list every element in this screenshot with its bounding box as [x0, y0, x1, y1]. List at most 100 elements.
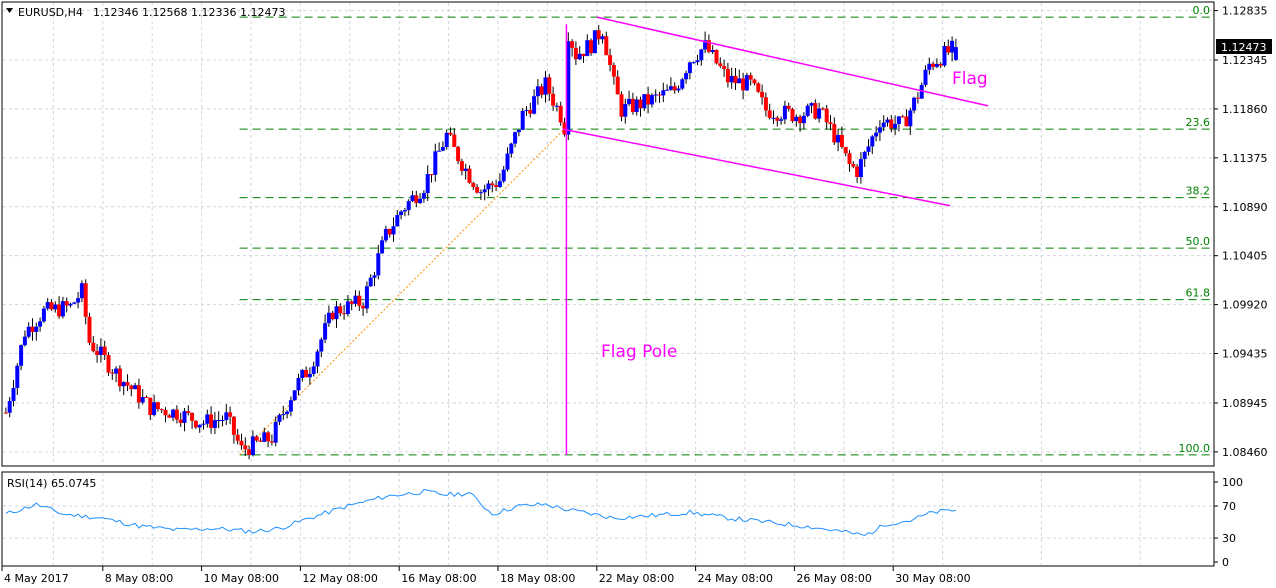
candle-body	[277, 414, 282, 422]
fib-level-label: 61.8	[1186, 287, 1211, 300]
candle-body	[235, 434, 240, 441]
candle-body	[676, 88, 681, 91]
candle-body	[680, 79, 685, 89]
candle-body	[26, 326, 31, 337]
price-tick-label: 1.12835	[1222, 5, 1268, 18]
candle-body	[292, 390, 297, 401]
rsi-tick-label: 70	[1222, 500, 1236, 513]
candle-body	[927, 63, 932, 70]
candle-body	[448, 132, 453, 135]
candle-body	[273, 421, 278, 443]
candle-body	[440, 147, 445, 151]
time-tick-label: 18 May 08:00	[500, 572, 575, 585]
candle-body	[34, 326, 39, 332]
candle-body	[437, 150, 442, 152]
candle-body	[615, 76, 620, 95]
candle-body	[121, 382, 126, 387]
candle-body	[520, 110, 525, 130]
candle-body	[805, 105, 810, 116]
price-tick-label: 1.08945	[1222, 397, 1268, 410]
candle-body	[433, 151, 438, 175]
candle-body	[456, 146, 461, 162]
candle-body	[562, 122, 567, 135]
candle-body	[885, 119, 890, 123]
time-tick-label: 26 May 08:00	[796, 572, 871, 585]
candle-body	[11, 387, 16, 402]
current-price-label: 1.12473	[1221, 41, 1267, 54]
candle-body	[638, 99, 643, 109]
price-tick-label: 1.10890	[1222, 201, 1268, 214]
candle-body	[684, 73, 689, 80]
candle-body	[387, 228, 392, 235]
candle-body	[224, 412, 229, 421]
candle-body	[668, 86, 673, 90]
candle-body	[619, 94, 624, 117]
rsi-pane[interactable]	[1, 471, 1215, 567]
candle-body	[623, 103, 628, 117]
candle-body	[209, 414, 214, 428]
candle-body	[190, 412, 195, 421]
candle-body	[706, 40, 711, 52]
dropdown-triangle-icon[interactable]	[6, 8, 13, 13]
candle-body	[372, 275, 377, 278]
candle-body	[710, 50, 715, 52]
candle-body	[877, 127, 882, 133]
flag-pole-annotation: Flag Pole	[601, 342, 677, 362]
candle-body	[596, 30, 601, 40]
candle-body	[349, 301, 354, 304]
candle-body	[832, 124, 837, 143]
candle-body	[779, 119, 784, 121]
fibonacci-swing-line	[239, 126, 567, 456]
candle-body	[699, 49, 704, 61]
candle-body	[239, 440, 244, 446]
candle-body	[361, 305, 366, 309]
candle-body	[725, 68, 730, 83]
candle-body	[247, 449, 252, 456]
candle-body	[391, 226, 396, 235]
candle-body	[399, 211, 404, 216]
flag-channel-upper	[596, 16, 989, 107]
rsi-tick-label: 100	[1222, 476, 1243, 489]
candle-body	[178, 419, 183, 423]
candle-body	[528, 110, 533, 114]
candle-body	[326, 312, 331, 324]
candle-body	[889, 119, 894, 129]
price-tick-label: 1.11860	[1222, 103, 1268, 116]
candle-body	[376, 253, 381, 276]
price-pane[interactable]	[1, 1, 1215, 467]
candle-body	[459, 161, 464, 171]
candle-body	[744, 75, 749, 91]
candle-body	[893, 123, 898, 129]
candle-body	[558, 105, 563, 123]
candle-body	[421, 193, 426, 199]
candle-body	[53, 304, 58, 310]
candle-body	[30, 326, 35, 332]
candle-body	[570, 41, 575, 48]
candle-body	[494, 185, 499, 187]
candle-body	[167, 415, 172, 418]
candle-body	[649, 95, 654, 105]
candle-body	[129, 385, 134, 390]
candle-body	[847, 153, 852, 164]
candle-body	[197, 424, 202, 428]
candle-body	[114, 368, 119, 374]
candle-body	[304, 369, 309, 378]
candle-body	[535, 86, 540, 97]
candle-body	[87, 316, 92, 343]
candle-body	[429, 174, 434, 176]
candle-body	[410, 195, 415, 202]
candle-body	[870, 136, 875, 147]
candle-body	[794, 116, 799, 122]
candle-body	[661, 90, 666, 96]
candle-body	[95, 351, 100, 355]
candle-body	[3, 412, 8, 414]
candle-body	[851, 163, 856, 167]
rsi-label: RSI(14) 65.0745	[7, 477, 96, 490]
time-tick-label: 22 May 08:00	[599, 572, 674, 585]
candle-body	[539, 86, 544, 95]
candle-body	[228, 412, 233, 417]
candle-body	[577, 53, 582, 60]
candle-body	[311, 366, 316, 374]
candle-body	[144, 397, 149, 399]
